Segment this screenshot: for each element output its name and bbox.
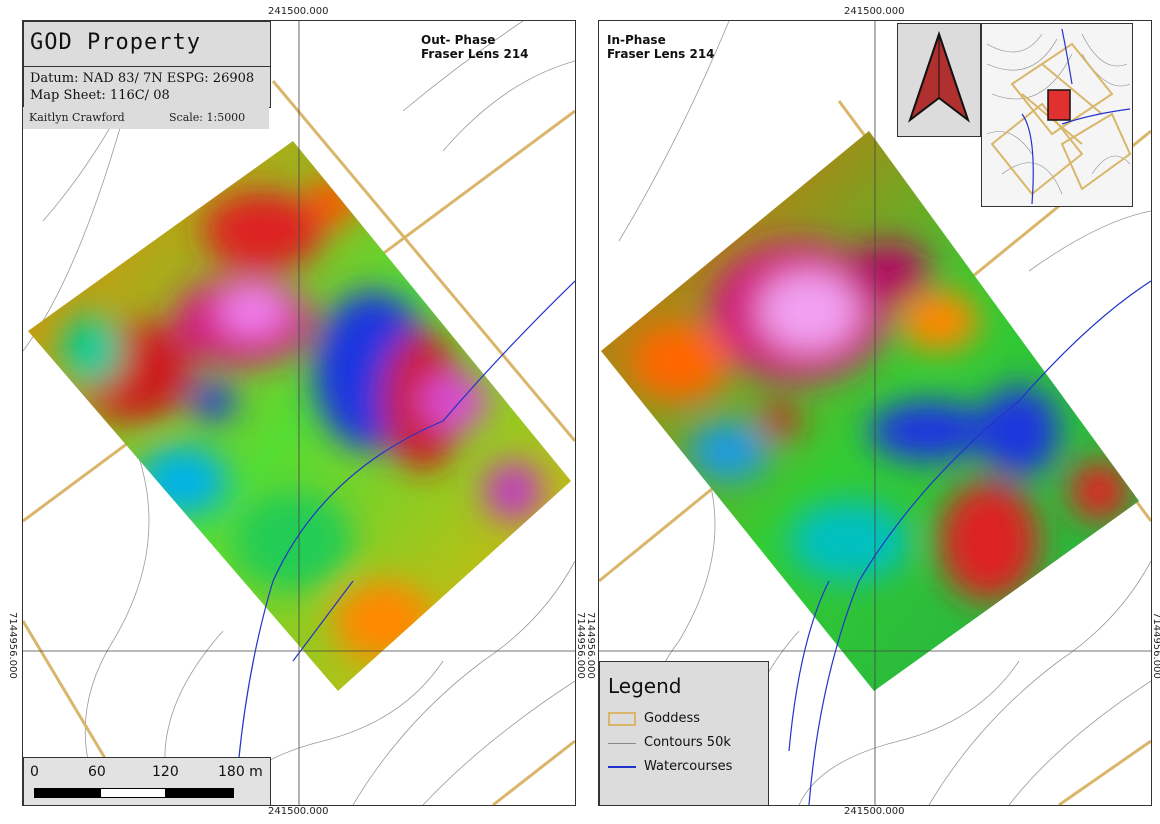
scale-bar: 0 60 120 180 m xyxy=(23,757,271,805)
map-sheet-text: Map Sheet: 116C/ 08 xyxy=(30,88,170,103)
grid-lines xyxy=(599,21,1151,805)
legend-swatch-line xyxy=(608,760,636,768)
easting-label-bottom-right: 241500.000 xyxy=(844,806,905,817)
author-box: Kaitlyn Crawford Scale: 1:5000 xyxy=(23,107,269,129)
scale-tick-60: 60 xyxy=(88,764,106,780)
scale-tick-180: 180 m xyxy=(218,764,263,780)
datum-text: Datum: NAD 83/ 7N ESPG: 26908 xyxy=(30,71,255,86)
phase-label-in: In-Phase Fraser Lens 214 xyxy=(607,33,715,61)
scale-segment-1 xyxy=(34,788,100,798)
legend-swatch-polygon xyxy=(608,712,636,726)
northing-label-right-inner: 7144956.000 xyxy=(585,612,596,679)
map-title: GOD Property xyxy=(30,30,201,55)
watercourses xyxy=(788,280,1151,805)
northing-label-right-outer: 7144956.000 xyxy=(1151,612,1160,679)
scale-tick-0: 0 xyxy=(30,764,39,780)
info-box: Datum: NAD 83/ 7N ESPG: 26908 Map Sheet:… xyxy=(23,66,271,108)
map-frame-out-phase: Out- Phase Fraser Lens 214 GOD Property … xyxy=(22,20,576,806)
phase-label-out: Out- Phase Fraser Lens 214 xyxy=(421,33,529,61)
map-canvas-in-phase xyxy=(599,21,1151,805)
overview-map-graphic xyxy=(986,28,1132,205)
legend-title: Legend xyxy=(608,674,682,698)
scale-segment-3 xyxy=(166,788,234,798)
title-box: GOD Property xyxy=(23,21,271,67)
contour-lines xyxy=(23,21,575,805)
grid-lines xyxy=(23,21,575,805)
legend-swatch-line xyxy=(608,736,636,744)
scale-tick-120: 120 xyxy=(152,764,179,780)
legend: Legend Goddess Contours 50k Watercourses xyxy=(599,661,769,805)
legend-label: Watercourses xyxy=(644,759,733,774)
author-text: Kaitlyn Crawford xyxy=(29,111,125,124)
northing-label-left-outer: 7144956.000 xyxy=(7,612,18,679)
north-arrow-box xyxy=(897,23,981,137)
easting-label-top-left: 241500.000 xyxy=(268,6,329,17)
map-frame-in-phase: In-Phase Fraser Lens 214 xyxy=(598,20,1152,806)
overview-map xyxy=(981,23,1133,207)
legend-label: Goddess xyxy=(644,711,701,726)
map-canvas-out-phase xyxy=(23,21,575,805)
scale-text: Scale: 1:5000 xyxy=(169,111,246,124)
legend-label: Contours 50k xyxy=(644,735,731,750)
scale-segment-2 xyxy=(100,788,166,798)
easting-label-top-right: 241500.000 xyxy=(844,6,905,17)
north-arrow-icon xyxy=(908,30,970,123)
easting-label-bottom-left: 241500.000 xyxy=(268,806,329,817)
